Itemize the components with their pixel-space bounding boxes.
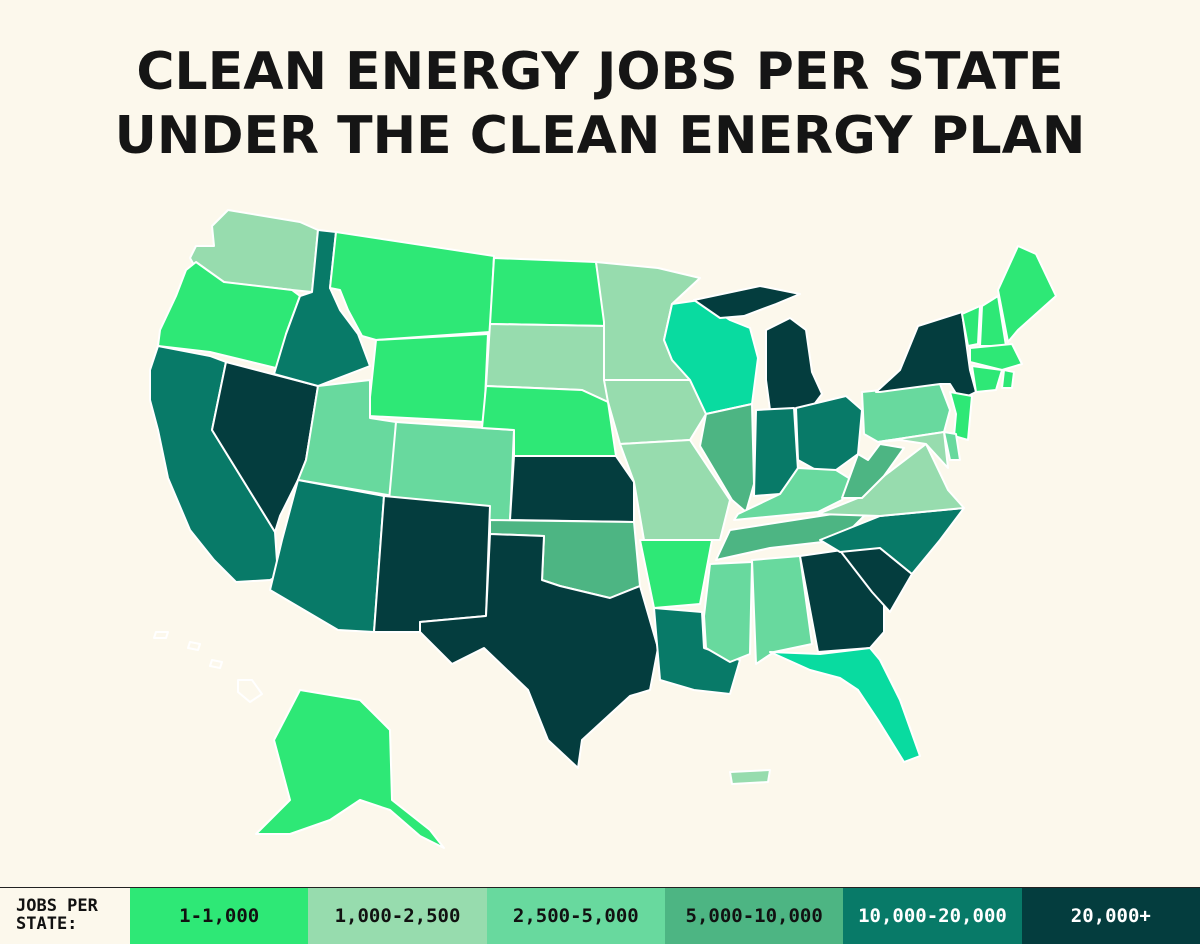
state-maine [997, 245, 1057, 343]
state-new-jersey [949, 391, 973, 441]
us-states-map [149, 209, 1057, 849]
legend-item-2: 1,000-2,500 [308, 888, 487, 944]
state-iowa [603, 379, 707, 445]
state-oregon [157, 261, 301, 371]
state-maryland [877, 431, 949, 469]
state-wyoming [367, 333, 489, 423]
legend-item-3: 2,500-5,000 [486, 888, 665, 944]
state-west-virginia [841, 443, 905, 499]
page-title: CLEAN ENERGY JOBS PER STATE UNDER THE CL… [0, 40, 1200, 168]
state-michigan [693, 285, 823, 411]
state-hawaii [153, 631, 263, 703]
legend-item-4: 5,000-10,000 [664, 888, 844, 944]
state-ohio [795, 395, 863, 471]
state-kansas [509, 455, 635, 523]
state-florida [769, 647, 921, 763]
state-massachusetts [969, 343, 1023, 371]
state-delaware [943, 431, 961, 461]
state-texas [419, 533, 659, 769]
legend-item-6: 20,000+ [1021, 888, 1200, 944]
state-new-mexico [373, 495, 491, 633]
title-line-2: UNDER THE CLEAN ENERGY PLAN [114, 106, 1086, 166]
state-louisiana [653, 607, 741, 695]
state-missouri [619, 439, 731, 541]
state-alaska [255, 689, 445, 849]
state-puerto-rico [729, 769, 771, 785]
state-mississippi [703, 561, 753, 663]
state-connecticut [971, 365, 1003, 393]
legend: JOBS PER STATE: 1-1,000 1,000-2,500 2,50… [0, 887, 1200, 944]
state-new-york [875, 311, 977, 401]
state-north-dakota [489, 257, 607, 327]
state-arkansas [639, 539, 713, 609]
state-rhode-island [1001, 369, 1015, 389]
legend-label: JOBS PER STATE: [0, 888, 130, 944]
legend-item-1: 1-1,000 [130, 888, 309, 944]
state-montana [329, 231, 495, 341]
state-vermont [961, 305, 981, 347]
title-line-1: CLEAN ENERGY JOBS PER STATE [136, 42, 1064, 102]
state-alabama [751, 555, 813, 665]
legend-item-5: 10,000-20,000 [843, 888, 1022, 944]
